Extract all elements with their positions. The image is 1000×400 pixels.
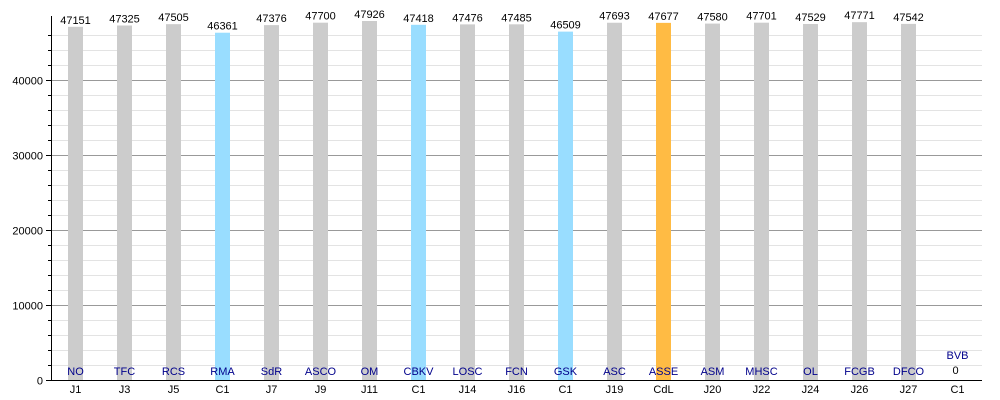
bar-sdr xyxy=(264,25,279,380)
bar-dfco xyxy=(901,23,916,380)
bar-tfc xyxy=(117,25,132,380)
value-label: 47693 xyxy=(599,11,630,23)
bars-group xyxy=(68,21,916,381)
opponent-label: ASCO xyxy=(305,366,337,378)
opponent-label: OL xyxy=(803,366,818,378)
opponent-label: SdR xyxy=(261,366,282,378)
value-label: 47700 xyxy=(305,11,336,23)
bar-asm xyxy=(705,23,720,380)
y-tick-label: 30000 xyxy=(12,151,43,163)
value-label: 46509 xyxy=(550,20,581,32)
bar-losc xyxy=(460,24,475,381)
x-tick-label: J16 xyxy=(508,384,526,396)
opponent-label: FCGB xyxy=(844,366,875,378)
bar-asco xyxy=(313,22,328,380)
value-label: 47325 xyxy=(109,14,140,26)
opponent-label: TFC xyxy=(114,366,135,378)
opponent-label: MHSC xyxy=(745,366,777,378)
x-tick-label: J11 xyxy=(361,384,378,396)
opponent-label: NO xyxy=(67,366,84,378)
x-tick-label: J3 xyxy=(119,384,131,396)
value-label: 0 xyxy=(953,365,959,377)
value-label: 47771 xyxy=(844,10,875,22)
x-tick-label: J26 xyxy=(851,384,869,396)
value-label: 46361 xyxy=(207,21,238,33)
bar-asc xyxy=(607,22,622,381)
value-label: 47926 xyxy=(354,9,385,21)
opponent-label: ASSE xyxy=(649,366,678,378)
opponent-label: ASM xyxy=(701,366,725,378)
bar-gsk xyxy=(558,31,573,380)
axes-group xyxy=(46,16,982,381)
bar-asse xyxy=(656,22,671,381)
opponent-label: FCN xyxy=(505,366,528,378)
bar-ol xyxy=(803,23,818,380)
value-label: 47580 xyxy=(697,12,728,24)
bar-no xyxy=(68,26,83,381)
bar-fcgb xyxy=(852,22,867,380)
value-label: 47476 xyxy=(452,12,483,24)
opponent-label: GSK xyxy=(554,366,578,378)
value-label: 47485 xyxy=(501,12,532,24)
value-label: 47151 xyxy=(60,15,91,27)
x-tick-label: J14 xyxy=(459,384,477,396)
y-tick-label: 20000 xyxy=(12,226,43,238)
x-tick-label: J1 xyxy=(70,384,82,396)
opponent-label: BVB xyxy=(946,350,968,362)
value-label: 47505 xyxy=(158,12,189,24)
x-tick-label: C1 xyxy=(558,384,572,396)
x-tick-label: J5 xyxy=(168,384,180,396)
x-tick-label: J24 xyxy=(802,384,820,396)
y-tick-label: 40000 xyxy=(12,76,43,88)
opponent-label: CBKV xyxy=(404,366,435,378)
bar-cbkv xyxy=(411,24,426,380)
x-tick-label: J9 xyxy=(315,384,327,396)
y-tick-label: 0 xyxy=(37,376,43,388)
value-label: 47542 xyxy=(893,12,924,24)
x-tick-label: C1 xyxy=(215,384,229,396)
opponent-label: ASC xyxy=(603,366,626,378)
value-label: 47418 xyxy=(403,13,434,25)
x-tick-label: J20 xyxy=(704,384,722,396)
value-label: 47677 xyxy=(648,11,679,23)
x-tick-label: C1 xyxy=(411,384,425,396)
opponent-label: OM xyxy=(361,366,379,378)
value-label: 47701 xyxy=(746,11,777,23)
labels-group: 0 10000 20000 30000 40000 47151 NO J1 47325 TFC J3… xyxy=(12,9,968,396)
bar-rma xyxy=(215,32,230,381)
x-tick-label: J27 xyxy=(900,384,918,396)
bar-om xyxy=(362,21,377,380)
x-tick-label: J22 xyxy=(753,384,771,396)
opponent-label: LOSC xyxy=(453,366,483,378)
bar-fcn xyxy=(509,24,524,380)
y-tick-label: 10000 xyxy=(12,301,43,313)
x-tick-label: CdL xyxy=(653,384,673,396)
bar-mhsc xyxy=(754,22,769,380)
value-label: 47376 xyxy=(256,13,287,25)
bar-rcs xyxy=(166,24,181,380)
x-tick-label: C1 xyxy=(950,384,964,396)
x-tick-label: J19 xyxy=(606,384,624,396)
value-label: 47529 xyxy=(795,12,826,24)
opponent-label: DFCO xyxy=(893,366,925,378)
x-tick-label: J7 xyxy=(266,384,278,396)
opponent-label: RCS xyxy=(162,366,185,378)
opponent-label: RMA xyxy=(210,366,235,378)
